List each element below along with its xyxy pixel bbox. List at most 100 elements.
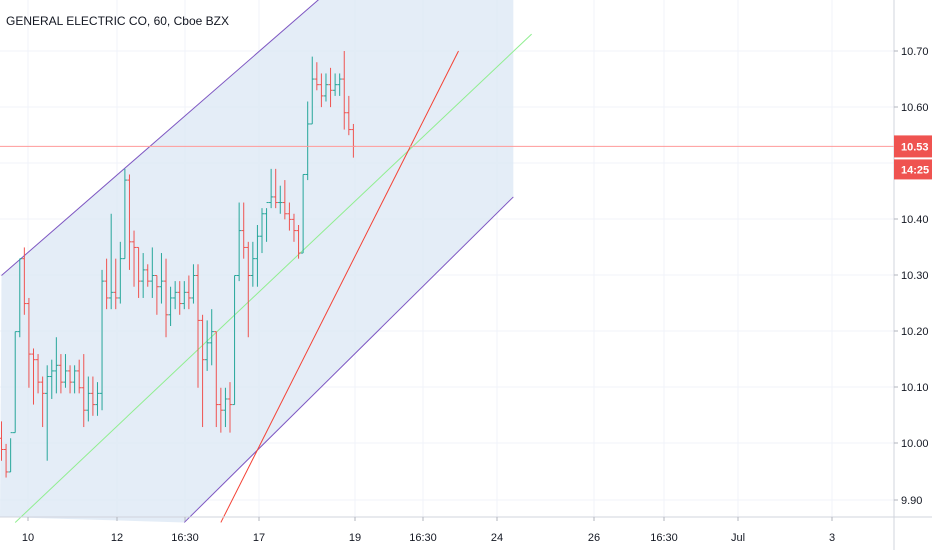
x-tick-label: 10 — [22, 532, 34, 544]
ohlc-bar — [191, 264, 196, 304]
x-tick-label: 16:30 — [650, 532, 678, 544]
ohlc-bar — [177, 281, 182, 315]
ohlc-bar — [227, 382, 233, 433]
ohlc-bar — [241, 202, 246, 259]
ohlc-bar — [236, 202, 242, 282]
y-tick-label: 10.30 — [901, 270, 929, 282]
ohlc-bar — [0, 421, 4, 461]
ohlc-bar — [159, 253, 164, 304]
ohlc-bar — [250, 241, 256, 287]
ohlc-bar — [264, 202, 269, 242]
ohlc-bar — [45, 365, 50, 461]
ohlc-bar — [63, 354, 68, 388]
ohlc-bar — [17, 258, 22, 338]
ohlc-bar — [186, 275, 192, 310]
ohlc-bar — [31, 348, 36, 405]
ohlc-bar — [95, 382, 100, 416]
ohlc-bar — [49, 359, 54, 399]
x-tick-label: 24 — [491, 532, 503, 544]
ohlc-bar — [67, 365, 73, 394]
y-tick-label: 10.40 — [901, 214, 929, 226]
channel-upper-line[interactable] — [1, 0, 331, 276]
x-tick-label: 3 — [829, 532, 835, 544]
ohlc-bar — [8, 432, 13, 473]
ohlc-bar — [136, 246, 141, 298]
median-line[interactable] — [14, 33, 532, 523]
channel-fill — [0, 0, 514, 523]
ohlc-bar — [13, 331, 18, 434]
ohlc-bar — [223, 387, 228, 428]
ohlc-bar — [90, 376, 96, 416]
x-tick-label: 12 — [111, 532, 123, 544]
ohlc-bar — [328, 67, 333, 108]
channel-lower-line[interactable] — [183, 196, 514, 523]
ohlc-bar — [54, 337, 59, 394]
ohlc-bar — [40, 376, 45, 428]
ohlc-bar — [273, 168, 278, 209]
ohlc-bar — [232, 275, 237, 406]
price-tag-value: 10.53 — [901, 141, 929, 153]
ohlc-bar — [209, 309, 214, 366]
ohlc-bar — [168, 286, 173, 327]
ohlc-bar — [300, 173, 306, 254]
ohlc-bar — [310, 56, 315, 125]
parallel-channel[interactable] — [0, 0, 514, 523]
ohlc-bar — [99, 269, 105, 411]
y-tick-label: 10.10 — [901, 382, 929, 394]
ohlc-bar — [172, 281, 178, 310]
ohlc-bar — [282, 180, 288, 220]
ohlc-bar — [35, 354, 41, 394]
ohlc-bar — [195, 264, 201, 388]
ohlc-bar — [319, 73, 324, 108]
x-tick-label: 26 — [588, 532, 600, 544]
ohlc-bar — [81, 354, 86, 428]
ohlc-bars — [0, 51, 356, 478]
ohlc-bar — [337, 73, 342, 96]
ohlc-bar — [204, 320, 210, 371]
ohlc-bar — [305, 101, 310, 181]
x-tick-label: 19 — [349, 532, 361, 544]
ohlc-bar — [259, 208, 265, 254]
ohlc-bar — [291, 213, 297, 242]
ohlc-bar — [3, 443, 9, 478]
ohlc-bar — [314, 62, 320, 91]
ohlc-bar — [72, 365, 77, 394]
ohlc-bar — [200, 314, 205, 428]
ohlc-bar — [76, 359, 82, 394]
y-tick-label: 10.00 — [901, 438, 929, 450]
ohlc-bar — [182, 281, 187, 310]
x-tick-label: Jul — [731, 532, 745, 544]
ohlc-bar — [268, 168, 274, 209]
ohlc-bar — [296, 224, 301, 259]
ohlc-bar — [104, 258, 109, 310]
countdown-tag-background — [894, 159, 932, 180]
ohlc-bar — [332, 73, 338, 96]
price-tag: 10.53 14:25 — [894, 135, 932, 180]
ohlc-bar — [246, 241, 251, 338]
ohlc-bar — [214, 331, 219, 428]
drawing-lines[interactable] — [14, 33, 532, 523]
x-tick-label: 17 — [253, 532, 265, 544]
ohlc-bar — [163, 258, 169, 338]
ohlc-bar — [287, 202, 292, 231]
y-tick-label: 10.60 — [901, 102, 929, 114]
ohlc-bar — [131, 230, 137, 287]
ohlc-bar — [218, 387, 224, 433]
ohlc-bar — [323, 73, 329, 102]
y-tick-label: 10.20 — [901, 326, 929, 338]
ohlc-bar — [108, 213, 114, 310]
ohlc-bar — [122, 168, 128, 260]
x-tick-label: 16:30 — [409, 532, 437, 544]
trend-line[interactable] — [220, 50, 459, 523]
y-tick-label: 9.90 — [901, 495, 922, 507]
ohlc-bar — [255, 224, 260, 287]
ohlc-bar — [154, 275, 160, 315]
y-tick-label: 10.70 — [901, 46, 929, 58]
ohlc-bar — [145, 264, 150, 287]
ohlc-bar — [127, 174, 132, 270]
ohlc-bar — [86, 376, 91, 422]
price-tag-background — [894, 135, 932, 158]
